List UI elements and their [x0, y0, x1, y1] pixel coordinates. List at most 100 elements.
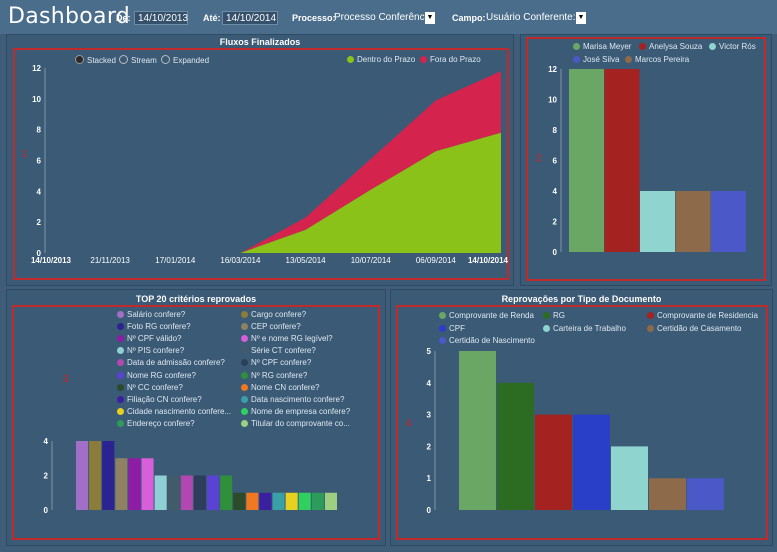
legend-item[interactable]: Série CT confere? — [241, 346, 316, 355]
legend-item[interactable]: Nº CPF confere? — [241, 358, 311, 367]
bar — [180, 475, 193, 510]
dashboard-header: Dashboard De: 14/10/2013 Até: 14/10/2014… — [0, 0, 777, 34]
legend-item[interactable]: Nº CC confere? — [117, 383, 183, 392]
y-tick-label: 10 — [548, 96, 557, 105]
legend-item[interactable]: Nome RG confere? — [117, 371, 196, 380]
legend-swatch — [117, 371, 124, 379]
de-date-input[interactable]: 14/10/2013 — [134, 11, 188, 25]
legend-item[interactable]: CEP confere? — [241, 322, 301, 331]
legend-swatch — [117, 347, 124, 355]
highlight-box — [526, 37, 766, 281]
legend-label: Nº PIS confere? — [127, 346, 185, 356]
bar-chart-usuarios: 0 2 4 6 8 10 12 — [548, 65, 746, 257]
bar — [649, 478, 686, 510]
legend-item[interactable]: Fora do Prazo — [420, 55, 481, 64]
x-tick-label: 14/10/2014 — [468, 256, 509, 265]
legend-item[interactable]: Titular do comprovante co... — [241, 419, 350, 428]
y-tick-label: 5 — [427, 347, 432, 356]
x-tick-label: 13/05/2014 — [286, 256, 327, 265]
legend-item[interactable]: Comprovante de Residencia — [647, 311, 758, 320]
y-tick-label: 2 — [44, 472, 49, 481]
legend-item[interactable]: Carteira de Trabalho — [543, 324, 626, 333]
legend-item[interactable]: Nº PIS confere? — [117, 346, 184, 355]
legend-label: Data de admissão confere? — [127, 358, 225, 368]
ate-label: Até: — [203, 13, 221, 23]
legend-item[interactable]: José Silva — [573, 55, 619, 64]
legend-item[interactable]: Salário confere? — [117, 310, 185, 319]
legend-swatch — [543, 324, 550, 332]
legend-label: Cargo confere? — [251, 310, 307, 319]
legend-item[interactable]: Nº CPF válido? — [117, 334, 182, 343]
legend-item[interactable]: Certidão de Nascimento — [439, 336, 535, 345]
legend-swatch — [241, 335, 248, 343]
legend-item[interactable]: Nome de empresa confere? — [241, 407, 350, 416]
y-tick-label: 2 — [553, 218, 558, 227]
panel-marker: 3 — [63, 374, 69, 385]
legend-item[interactable]: Certidão de Casamento — [647, 324, 742, 333]
legend-item[interactable]: Nome CN confere? — [241, 383, 319, 392]
legend-item[interactable]: Comprovante de Renda — [439, 311, 534, 320]
legend-item[interactable]: CPF — [439, 324, 465, 333]
bar — [193, 475, 206, 510]
ate-date-input[interactable]: 14/10/2014 — [222, 11, 278, 25]
processo-dropdown-icon[interactable]: ▼ — [425, 12, 435, 24]
legend-label: Nome de empresa confere? — [251, 406, 351, 416]
legend-item[interactable]: Data nascimento confere? — [241, 395, 344, 404]
bar — [497, 382, 534, 510]
legend-item[interactable]: Cargo confere? — [241, 310, 306, 319]
legend-swatch — [117, 383, 124, 391]
legend-item[interactable]: Filiação CN confere? — [117, 395, 202, 404]
mode-stacked[interactable]: Stacked — [75, 55, 116, 65]
bar — [611, 446, 648, 510]
legend-item[interactable]: RG — [543, 311, 565, 320]
legend-item[interactable]: Marisa Meyer — [573, 42, 631, 51]
legend-label: Nº e nome RG legível? — [251, 334, 333, 344]
highlight-box — [396, 305, 768, 540]
bar — [535, 414, 572, 510]
y-tick-label: 4 — [37, 187, 42, 196]
y-tick-label: 4 — [553, 187, 558, 196]
processo-select[interactable]: Processo Conferência — [334, 12, 433, 23]
panel-marker: 2 — [536, 153, 542, 164]
processo-label: Processo: — [292, 13, 336, 23]
legend-label: Marisa Meyer — [583, 42, 632, 51]
legend-item[interactable]: Cidade nascimento confere... — [117, 407, 231, 416]
legend-item[interactable]: Data de admissão confere? — [117, 358, 225, 367]
chart4-legend: Comprovante de Renda RG Comprovante de Res… — [439, 311, 759, 351]
campo-dropdown-icon[interactable]: ▼ — [576, 12, 586, 24]
legend-item[interactable]: Foto RG confere? — [117, 322, 191, 331]
bar — [246, 492, 259, 510]
legend-label: RG — [553, 311, 565, 320]
y-tick-label: 8 — [37, 126, 42, 135]
mode-stream[interactable]: Stream — [119, 55, 157, 65]
mode-expanded[interactable]: Expanded — [161, 55, 209, 65]
x-tick-label: 10/07/2014 — [351, 256, 392, 265]
x-tick-label: 17/01/2014 — [155, 256, 196, 265]
legend-item[interactable]: Marcos Pereira — [625, 55, 689, 64]
panel-marker: 1 — [22, 149, 28, 160]
legend-label: Nome RG confere? — [127, 370, 196, 380]
bar — [604, 69, 640, 252]
y-tick-label: 4 — [427, 379, 432, 388]
highlight-box — [13, 48, 509, 280]
legend-swatch — [241, 395, 248, 403]
legend-item[interactable]: Endereço confere? — [117, 419, 195, 428]
legend-item[interactable]: Nº RG confere? — [241, 371, 307, 380]
bar-chart-top20: 0 2 4 — [44, 437, 337, 515]
campo-select[interactable]: Usuário Conferente: — [486, 12, 576, 23]
legend-label: Foto RG confere? — [127, 322, 191, 332]
legend-label: José Silva — [583, 55, 620, 64]
bar — [207, 475, 220, 510]
y-tick-label: 4 — [44, 437, 49, 446]
legend-item[interactable]: Victor Rós — [709, 42, 756, 51]
legend-item[interactable]: Nº e nome RG legível? — [241, 334, 333, 343]
legend-swatch — [117, 395, 124, 403]
legend-swatch — [647, 312, 654, 319]
panel-title: Reprovações por Tipo de Documento — [501, 294, 662, 304]
legend-item[interactable]: Anelysa Souza — [639, 42, 702, 51]
legend-item[interactable]: Dentro do Prazo — [347, 55, 415, 64]
chart2-legend: Marisa Meyer Anelysa Souza Victor Rós Jo… — [573, 42, 763, 66]
mode-label: Stream — [131, 56, 157, 65]
legend-swatch — [439, 324, 446, 332]
bar — [141, 458, 154, 510]
